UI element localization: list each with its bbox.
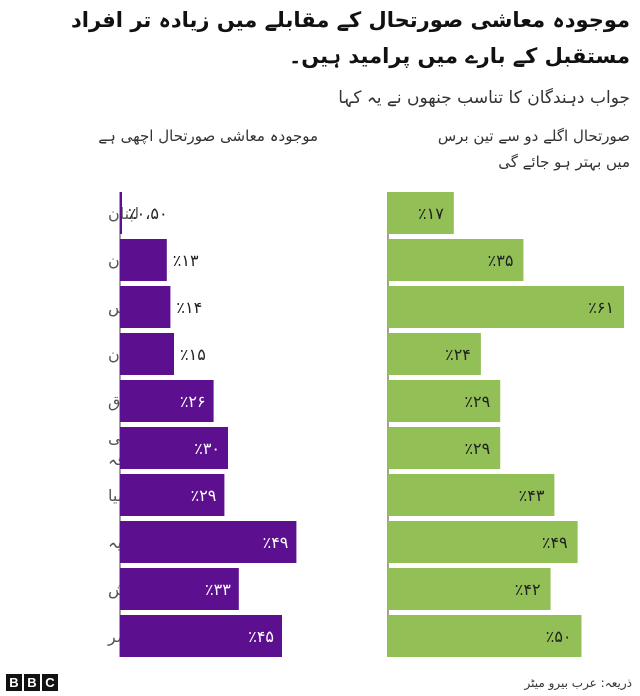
future-bar	[388, 521, 578, 563]
future-bar-label: ٪۶۱	[588, 298, 614, 317]
category-label: لبنان	[108, 204, 139, 223]
current-bar-label: ٪۴۵	[248, 627, 274, 646]
current-bar	[120, 286, 171, 328]
chart-subtitle: جواب دہندگان کا تناسب جنھوں نے یہ کہا	[338, 88, 630, 108]
future-bar-label: ٪۲۹	[464, 439, 490, 458]
future-bar	[388, 333, 481, 375]
current-bar	[120, 380, 214, 422]
future-bar-label: ٪۱۷	[418, 204, 444, 223]
current-bar-label: ٪۲۹	[191, 486, 217, 505]
current-bar-label: ٪۴۹	[263, 533, 289, 552]
current-bar	[120, 192, 122, 234]
future-bar	[388, 239, 524, 281]
current-bar	[120, 568, 239, 610]
source-note: ذریعہ: عرب بیرو میٹر	[524, 676, 632, 690]
future-bar-label: ٪۴۹	[542, 533, 568, 552]
current-bar-label: ٪۱۵	[180, 345, 206, 364]
future-bar-label: ٪۲۴	[445, 345, 471, 364]
future-bar-label: ٪۴۲	[515, 580, 541, 599]
future-series-heading: صورتحال اگلے دو سے تین برس میں بہتر ہو ج…	[400, 123, 630, 175]
future-bar	[388, 286, 625, 328]
bbc-logo: B B C	[6, 674, 58, 691]
current-bar-label: ٪۱۳	[173, 251, 199, 270]
future-bar-label: ٪۵۰	[546, 627, 572, 646]
current-bar	[120, 474, 225, 516]
current-bar-label: ٪۱۴	[176, 298, 202, 317]
future-bar	[388, 474, 555, 516]
current-bar-label: ٪۳۰	[194, 439, 220, 458]
current-bar	[120, 521, 297, 563]
current-bar	[120, 239, 167, 281]
current-bar	[120, 333, 174, 375]
future-bar	[388, 615, 582, 657]
current-bar	[120, 615, 282, 657]
future-bar	[388, 380, 501, 422]
current-bar-label: ٪۰،۵۰	[128, 204, 168, 223]
bbc-logo-letter: B	[6, 674, 22, 691]
future-series-heading-line-1: صورتحال اگلے دو سے تین برس	[437, 127, 630, 145]
current-bar-label: ٪۳۳	[205, 580, 231, 599]
bbc-logo-letter: C	[42, 674, 58, 691]
current-bar	[120, 427, 228, 469]
bar-chart: لبنان٪۰،۵۰٪۱۷سوڈان٪۱۳٪۳۵تیونس٪۱۴٪۶۱اردن٪…	[107, 192, 625, 657]
future-bar	[388, 427, 501, 469]
current-series-heading: موجودہ معاشی صورتحال اچھی ہے	[98, 127, 318, 145]
future-bar	[388, 568, 551, 610]
future-series-heading-line-2: میں بہتر ہو جائے گی	[498, 153, 630, 171]
future-bar-label: ٪۴۳	[519, 486, 545, 505]
future-bar	[388, 192, 454, 234]
future-bar-label: ٪۳۵	[488, 251, 514, 270]
chart-title: موجودہ معاشی صورتحال کے مقابلے میں زیادہ…	[71, 8, 630, 68]
future-bar-label: ٪۲۹	[464, 392, 490, 411]
current-bar-label: ٪۲۶	[180, 392, 206, 411]
bbc-logo-letter: B	[24, 674, 40, 691]
